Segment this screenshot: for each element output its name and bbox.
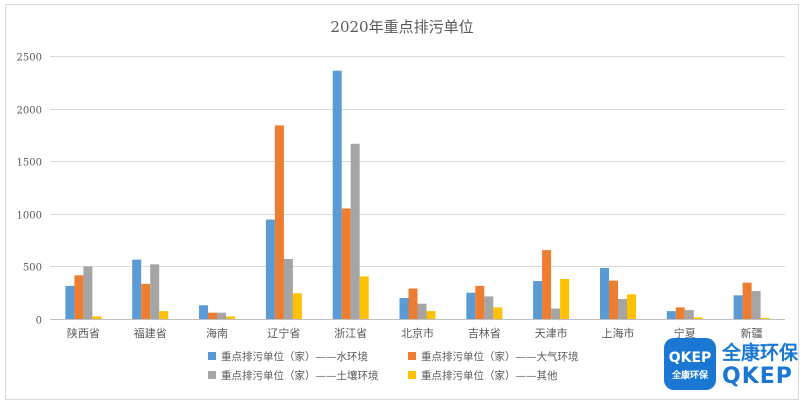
bar bbox=[399, 298, 409, 319]
y-tick-label: 1000 bbox=[17, 211, 42, 222]
x-category-label: 吉林省 bbox=[468, 326, 501, 340]
legend-swatch bbox=[408, 371, 416, 379]
bar bbox=[484, 296, 494, 319]
bar bbox=[600, 268, 609, 319]
bar bbox=[760, 317, 770, 319]
bar bbox=[618, 299, 627, 319]
logo-name-cn: 全康环保 bbox=[722, 342, 799, 364]
y-tick-label: 1500 bbox=[17, 158, 42, 169]
bar bbox=[693, 317, 703, 319]
y-tick-label: 2000 bbox=[17, 106, 42, 117]
bar bbox=[92, 316, 102, 319]
legend-label: 重点排污单位（家）——大气环境 bbox=[421, 350, 579, 363]
logo-badge-bottom: 全康环保 bbox=[671, 371, 708, 381]
y-tick-label: 0 bbox=[36, 316, 42, 327]
legend-label: 重点排污单位（家）——土壤环境 bbox=[221, 369, 379, 382]
bar bbox=[684, 310, 694, 319]
bar bbox=[74, 275, 84, 319]
x-axis-categories: 陕西省 福建省 海南 辽宁省 浙江省 北京市 吉林省 天津市 上海市 宁夏 新疆 bbox=[67, 326, 763, 340]
logo-badge: QKEP 全康环保 bbox=[664, 338, 716, 390]
bar bbox=[733, 295, 743, 319]
x-category-label: 辽宁省 bbox=[267, 326, 300, 340]
legend-label: 重点排污单位（家）——其他 bbox=[421, 369, 558, 382]
x-category-label: 浙江省 bbox=[334, 327, 367, 340]
bar bbox=[159, 311, 169, 319]
chart-frame bbox=[5, 4, 799, 400]
x-category-label: 宁夏 bbox=[674, 326, 696, 340]
bar bbox=[666, 311, 676, 319]
bar bbox=[627, 294, 636, 319]
bar bbox=[65, 285, 75, 319]
bar bbox=[141, 283, 151, 319]
gridlines bbox=[50, 56, 785, 320]
bar bbox=[199, 305, 208, 319]
legend-swatch bbox=[408, 352, 416, 360]
x-category-label: 上海市 bbox=[601, 326, 634, 340]
bar bbox=[283, 259, 293, 319]
y-axis-ticks: 0 500 1000 1500 2000 2500 bbox=[17, 53, 42, 327]
bar bbox=[150, 264, 160, 319]
bar bbox=[466, 292, 476, 319]
bar bbox=[417, 303, 427, 319]
bar bbox=[742, 282, 752, 319]
bar bbox=[493, 307, 503, 319]
bar bbox=[341, 208, 351, 319]
bar bbox=[551, 308, 561, 319]
bar bbox=[208, 312, 217, 319]
bar bbox=[332, 70, 342, 319]
bar bbox=[83, 266, 93, 319]
bar bbox=[560, 279, 570, 319]
x-category-label: 陕西省 bbox=[67, 326, 100, 340]
x-category-label: 天津市 bbox=[535, 326, 568, 340]
legend-label: 重点排污单位（家）——水环境 bbox=[221, 350, 368, 363]
x-category-label: 新疆 bbox=[741, 326, 763, 340]
bar bbox=[217, 312, 226, 319]
legend: 重点排污单位（家）——水环境 重点排污单位（家）——大气环境重点排污单位（家）——… bbox=[208, 350, 579, 382]
x-category-label: 海南 bbox=[206, 326, 228, 340]
x-category-label: 北京市 bbox=[401, 326, 434, 340]
y-tick-label: 2500 bbox=[17, 53, 42, 64]
bar bbox=[675, 307, 685, 319]
logo-name-en: QKEP bbox=[722, 364, 793, 389]
bar bbox=[408, 288, 418, 319]
legend-swatch bbox=[208, 371, 216, 379]
bar bbox=[265, 219, 275, 319]
bar bbox=[350, 143, 360, 319]
bar bbox=[751, 291, 761, 319]
bar bbox=[292, 293, 302, 319]
logo-badge-top: QKEP bbox=[668, 350, 712, 366]
bar bbox=[359, 276, 369, 319]
company-logo: QKEP 全康环保 全康环保 QKEP bbox=[664, 336, 804, 396]
x-category-label: 福建省 bbox=[134, 326, 167, 340]
bar bbox=[533, 281, 543, 319]
bar bbox=[475, 285, 485, 319]
bar bbox=[609, 280, 618, 319]
bar bbox=[426, 311, 436, 319]
legend-swatch bbox=[208, 352, 216, 360]
bar bbox=[274, 125, 284, 320]
bars bbox=[65, 70, 770, 320]
bar bbox=[132, 259, 142, 319]
chart-title: 2020年重点排污单位 bbox=[330, 18, 473, 36]
bar bbox=[226, 316, 235, 319]
y-tick-label: 500 bbox=[23, 263, 42, 274]
bar bbox=[542, 250, 552, 319]
